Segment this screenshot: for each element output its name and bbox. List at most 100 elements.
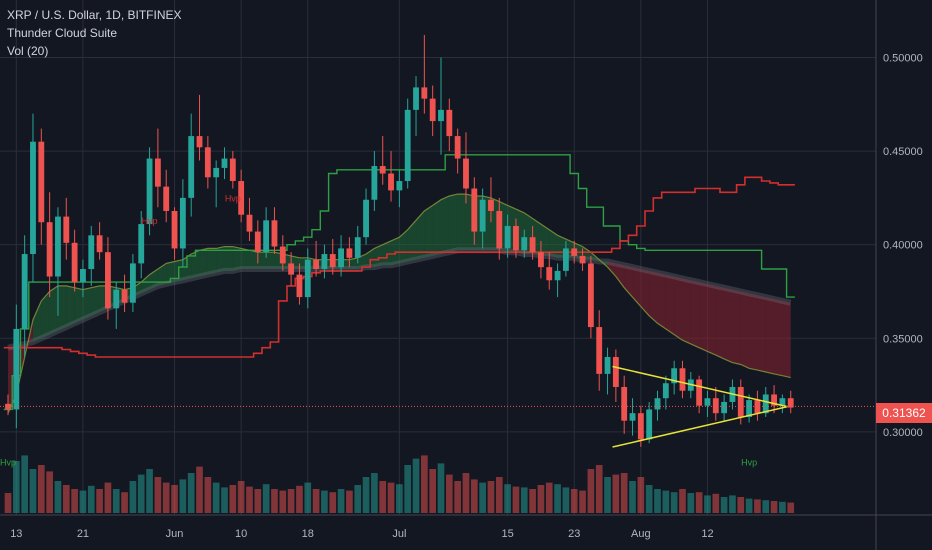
hvp-label: Hvp [225,193,241,203]
volume-bar [445,474,453,513]
triangle-lower-line [612,405,788,448]
volume-bar [604,477,611,513]
candle-body [38,141,45,223]
candle-body [204,147,211,178]
candle-body [396,181,403,191]
cloud-green-segment [41,291,50,339]
volume-bar [554,484,561,513]
x-tick-label: 15 [501,528,513,540]
volume-bar [12,461,20,513]
volume-bar [729,495,736,513]
indicator-label[interactable]: Thunder Cloud Suite [7,26,118,40]
candle-body [762,394,769,414]
candle-body [221,158,228,168]
volume-bar [779,501,786,513]
cloud-green-segment [32,300,42,343]
green-band-line [3,154,795,411]
red-band-line [3,176,795,358]
volume-bar [337,489,345,513]
candle-body [721,401,728,414]
volume-bar [695,492,703,513]
cloud-red-segment [690,280,700,348]
volume-bar [62,485,70,513]
volume-bar [504,484,511,513]
volume-bar [679,489,686,513]
cloud-red-segment [757,295,766,372]
cloud-red-segment [674,276,683,341]
cloud-green-segment [157,263,167,286]
volume-bar [221,487,228,513]
candle-body [30,141,36,255]
cloud-red-segment [632,267,641,307]
x-tick-label: Jun [166,528,184,540]
volume-bar [787,502,795,513]
candle-body [779,398,786,406]
volume-bar [662,490,670,513]
candle-body [105,252,111,309]
candle-body [463,158,469,189]
cloud-green-segment [266,252,275,270]
volume-bar [437,463,445,513]
candle-body [471,188,478,232]
candle-body [604,357,611,374]
volume-bar [96,489,103,513]
cloud-green-segment [432,199,441,256]
candle-body [571,248,578,256]
volume-bar [112,489,120,513]
cloud-green-segment [224,246,233,271]
candle-body [46,222,53,277]
volume-label[interactable]: Vol (20) [7,44,49,58]
candle-body [304,259,311,298]
volume-bar [329,492,337,513]
cloud-green-segment [199,248,208,277]
volume-bar [21,455,28,513]
triangle-upper-line [612,365,788,408]
cloud-green-segment [207,248,217,275]
volume-bar [321,490,328,513]
hvp-markers: Hvp Hvp Hvp Hvp [0,193,757,467]
candle-body [96,235,103,253]
candle-body [263,220,270,253]
candle-body [596,327,603,374]
volume-bar [637,477,645,513]
candle-body [171,210,178,249]
cloud-green-segment [74,287,83,324]
volume-bar [579,490,586,513]
cloud-green-segment [257,252,267,270]
x-tick-label: Jul [392,528,406,540]
candle-body [421,87,428,99]
cloud-green-segment [91,285,100,316]
volume-bar [595,465,603,513]
candle-body [637,413,644,440]
triangle-pattern [612,365,788,448]
candle-body [71,242,78,283]
cloud-red-segment [707,284,716,356]
volume-bar [271,489,278,513]
x-tick-label: 23 [568,528,580,540]
candle-body [587,263,594,328]
candle-body [446,109,453,137]
cloud-green-segment [449,194,458,253]
cloud-green-segment [457,194,466,251]
volume-bar [204,477,212,513]
volume-bar [470,479,478,513]
x-tick-label: 13 [10,528,22,540]
volume-bar [37,465,45,513]
volume-bar [562,487,570,513]
volume-bar [537,485,545,513]
candle-body [629,413,636,421]
cloud-red-segment [782,300,791,378]
symbol-title[interactable]: XRP / U.S. Dollar, 1D, BITFINEX [7,8,182,22]
candle-body [271,220,278,247]
candle-body [146,158,153,225]
candle-body [13,328,20,410]
volume-bar [154,477,162,513]
volume-bar [171,485,178,513]
candle-body [346,248,353,258]
candle-body [696,379,703,406]
y-tick-label: 0.30000 [883,427,923,439]
volume-bar [304,482,312,513]
candle-body [479,199,486,232]
volume-bar [354,485,362,513]
